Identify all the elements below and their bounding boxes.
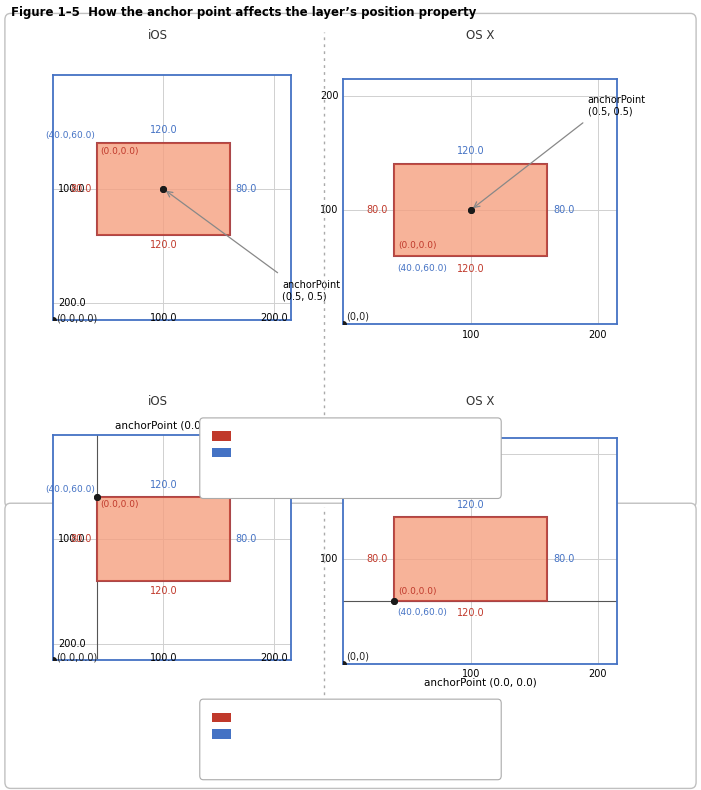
Text: 200: 200 bbox=[589, 669, 607, 679]
Text: 80.0: 80.0 bbox=[236, 534, 257, 544]
Text: 80.0: 80.0 bbox=[70, 534, 91, 544]
Text: (40.0,60.0): (40.0,60.0) bbox=[45, 131, 95, 140]
Text: anchorPoint
(0.5, 0.5): anchorPoint (0.5, 0.5) bbox=[282, 280, 340, 302]
Text: 120.0: 120.0 bbox=[457, 608, 484, 618]
Text: bounds = (0.0, 0.0, 120.0, 80.0): bounds = (0.0, 0.0, 120.0, 80.0) bbox=[237, 431, 404, 441]
Text: 200: 200 bbox=[589, 329, 607, 340]
Text: 100: 100 bbox=[461, 329, 480, 340]
Text: 200: 200 bbox=[320, 450, 339, 459]
Text: 120.0: 120.0 bbox=[149, 480, 177, 490]
Text: (0.0,0.0): (0.0,0.0) bbox=[398, 241, 437, 250]
Text: (0.0,0.0): (0.0,0.0) bbox=[56, 653, 97, 663]
Text: 120.0: 120.0 bbox=[149, 126, 177, 135]
Text: frame = (40.0, 60.0, 120.0, 80.0): frame = (40.0, 60.0, 120.0, 80.0) bbox=[237, 729, 409, 739]
Bar bbox=[97, 144, 230, 235]
Bar bbox=[395, 517, 547, 600]
Bar bbox=[395, 164, 547, 255]
Text: 100: 100 bbox=[461, 669, 480, 679]
Text: anchorPoint = (0.5, 0.5): anchorPoint = (0.5, 0.5) bbox=[237, 465, 362, 474]
Text: 200.0: 200.0 bbox=[261, 314, 288, 323]
Text: 120.0: 120.0 bbox=[149, 240, 177, 250]
Text: 80.0: 80.0 bbox=[553, 205, 575, 215]
Text: 120.0: 120.0 bbox=[457, 146, 484, 156]
Text: 200.0: 200.0 bbox=[261, 653, 288, 663]
Text: (0.0,0.0): (0.0,0.0) bbox=[100, 147, 139, 156]
Text: position = (40.0, 60.0): position = (40.0, 60.0) bbox=[237, 762, 355, 772]
Text: anchorPoint (0.0, 0.0): anchorPoint (0.0, 0.0) bbox=[116, 420, 228, 431]
Text: Figure 1–5  How the anchor point affects the layer’s position property: Figure 1–5 How the anchor point affects … bbox=[11, 6, 476, 19]
Text: OS X: OS X bbox=[466, 29, 494, 42]
Text: anchorPoint (0.0, 0.0): anchorPoint (0.0, 0.0) bbox=[424, 678, 536, 688]
Bar bbox=[97, 498, 230, 581]
Text: (0.0,0.0): (0.0,0.0) bbox=[56, 314, 97, 323]
Text: 120.0: 120.0 bbox=[457, 499, 484, 510]
Text: iOS: iOS bbox=[148, 395, 168, 408]
Text: (0.0,0.0): (0.0,0.0) bbox=[100, 501, 139, 510]
Text: 80.0: 80.0 bbox=[70, 184, 91, 194]
Text: frame = (40.0, 60.0, 120.0, 80.0): frame = (40.0, 60.0, 120.0, 80.0) bbox=[237, 448, 409, 457]
Text: 200: 200 bbox=[320, 91, 339, 101]
Text: bounds = (0.0, 0.0, 120.0, 80.0): bounds = (0.0, 0.0, 120.0, 80.0) bbox=[237, 713, 404, 722]
Text: 100.0: 100.0 bbox=[58, 184, 86, 194]
Text: 80.0: 80.0 bbox=[367, 554, 388, 564]
Text: 100: 100 bbox=[320, 205, 339, 215]
Text: 100.0: 100.0 bbox=[150, 653, 177, 663]
Text: 100.0: 100.0 bbox=[58, 534, 86, 544]
Text: 80.0: 80.0 bbox=[553, 554, 575, 564]
Bar bbox=[97, 144, 230, 235]
Text: 80.0: 80.0 bbox=[236, 184, 257, 194]
Bar bbox=[97, 498, 230, 581]
Bar bbox=[395, 164, 547, 255]
Text: (40.0,60.0): (40.0,60.0) bbox=[397, 608, 447, 617]
Text: position = (100.0, 100.0): position = (100.0, 100.0) bbox=[237, 481, 367, 491]
Text: 120.0: 120.0 bbox=[149, 586, 177, 596]
Text: OS X: OS X bbox=[466, 395, 494, 408]
Text: anchorPoint
(0.5, 0.5): anchorPoint (0.5, 0.5) bbox=[587, 95, 646, 117]
Text: iOS: iOS bbox=[148, 29, 168, 42]
Text: (40.0,60.0): (40.0,60.0) bbox=[397, 264, 447, 273]
Text: (0,0): (0,0) bbox=[346, 311, 369, 322]
Text: 200.0: 200.0 bbox=[58, 298, 86, 308]
Text: (0.0,0.0): (0.0,0.0) bbox=[398, 586, 437, 596]
Text: (40.0,60.0): (40.0,60.0) bbox=[45, 485, 95, 495]
Text: 200.0: 200.0 bbox=[58, 639, 86, 649]
Text: (0,0): (0,0) bbox=[346, 652, 369, 661]
Bar bbox=[395, 517, 547, 600]
Text: 80.0: 80.0 bbox=[367, 205, 388, 215]
Text: anchorPoint = (0.0, 0.0): anchorPoint = (0.0, 0.0) bbox=[237, 746, 362, 755]
Text: 100: 100 bbox=[320, 554, 339, 564]
Text: 100.0: 100.0 bbox=[150, 314, 177, 323]
Text: 120.0: 120.0 bbox=[457, 264, 484, 273]
